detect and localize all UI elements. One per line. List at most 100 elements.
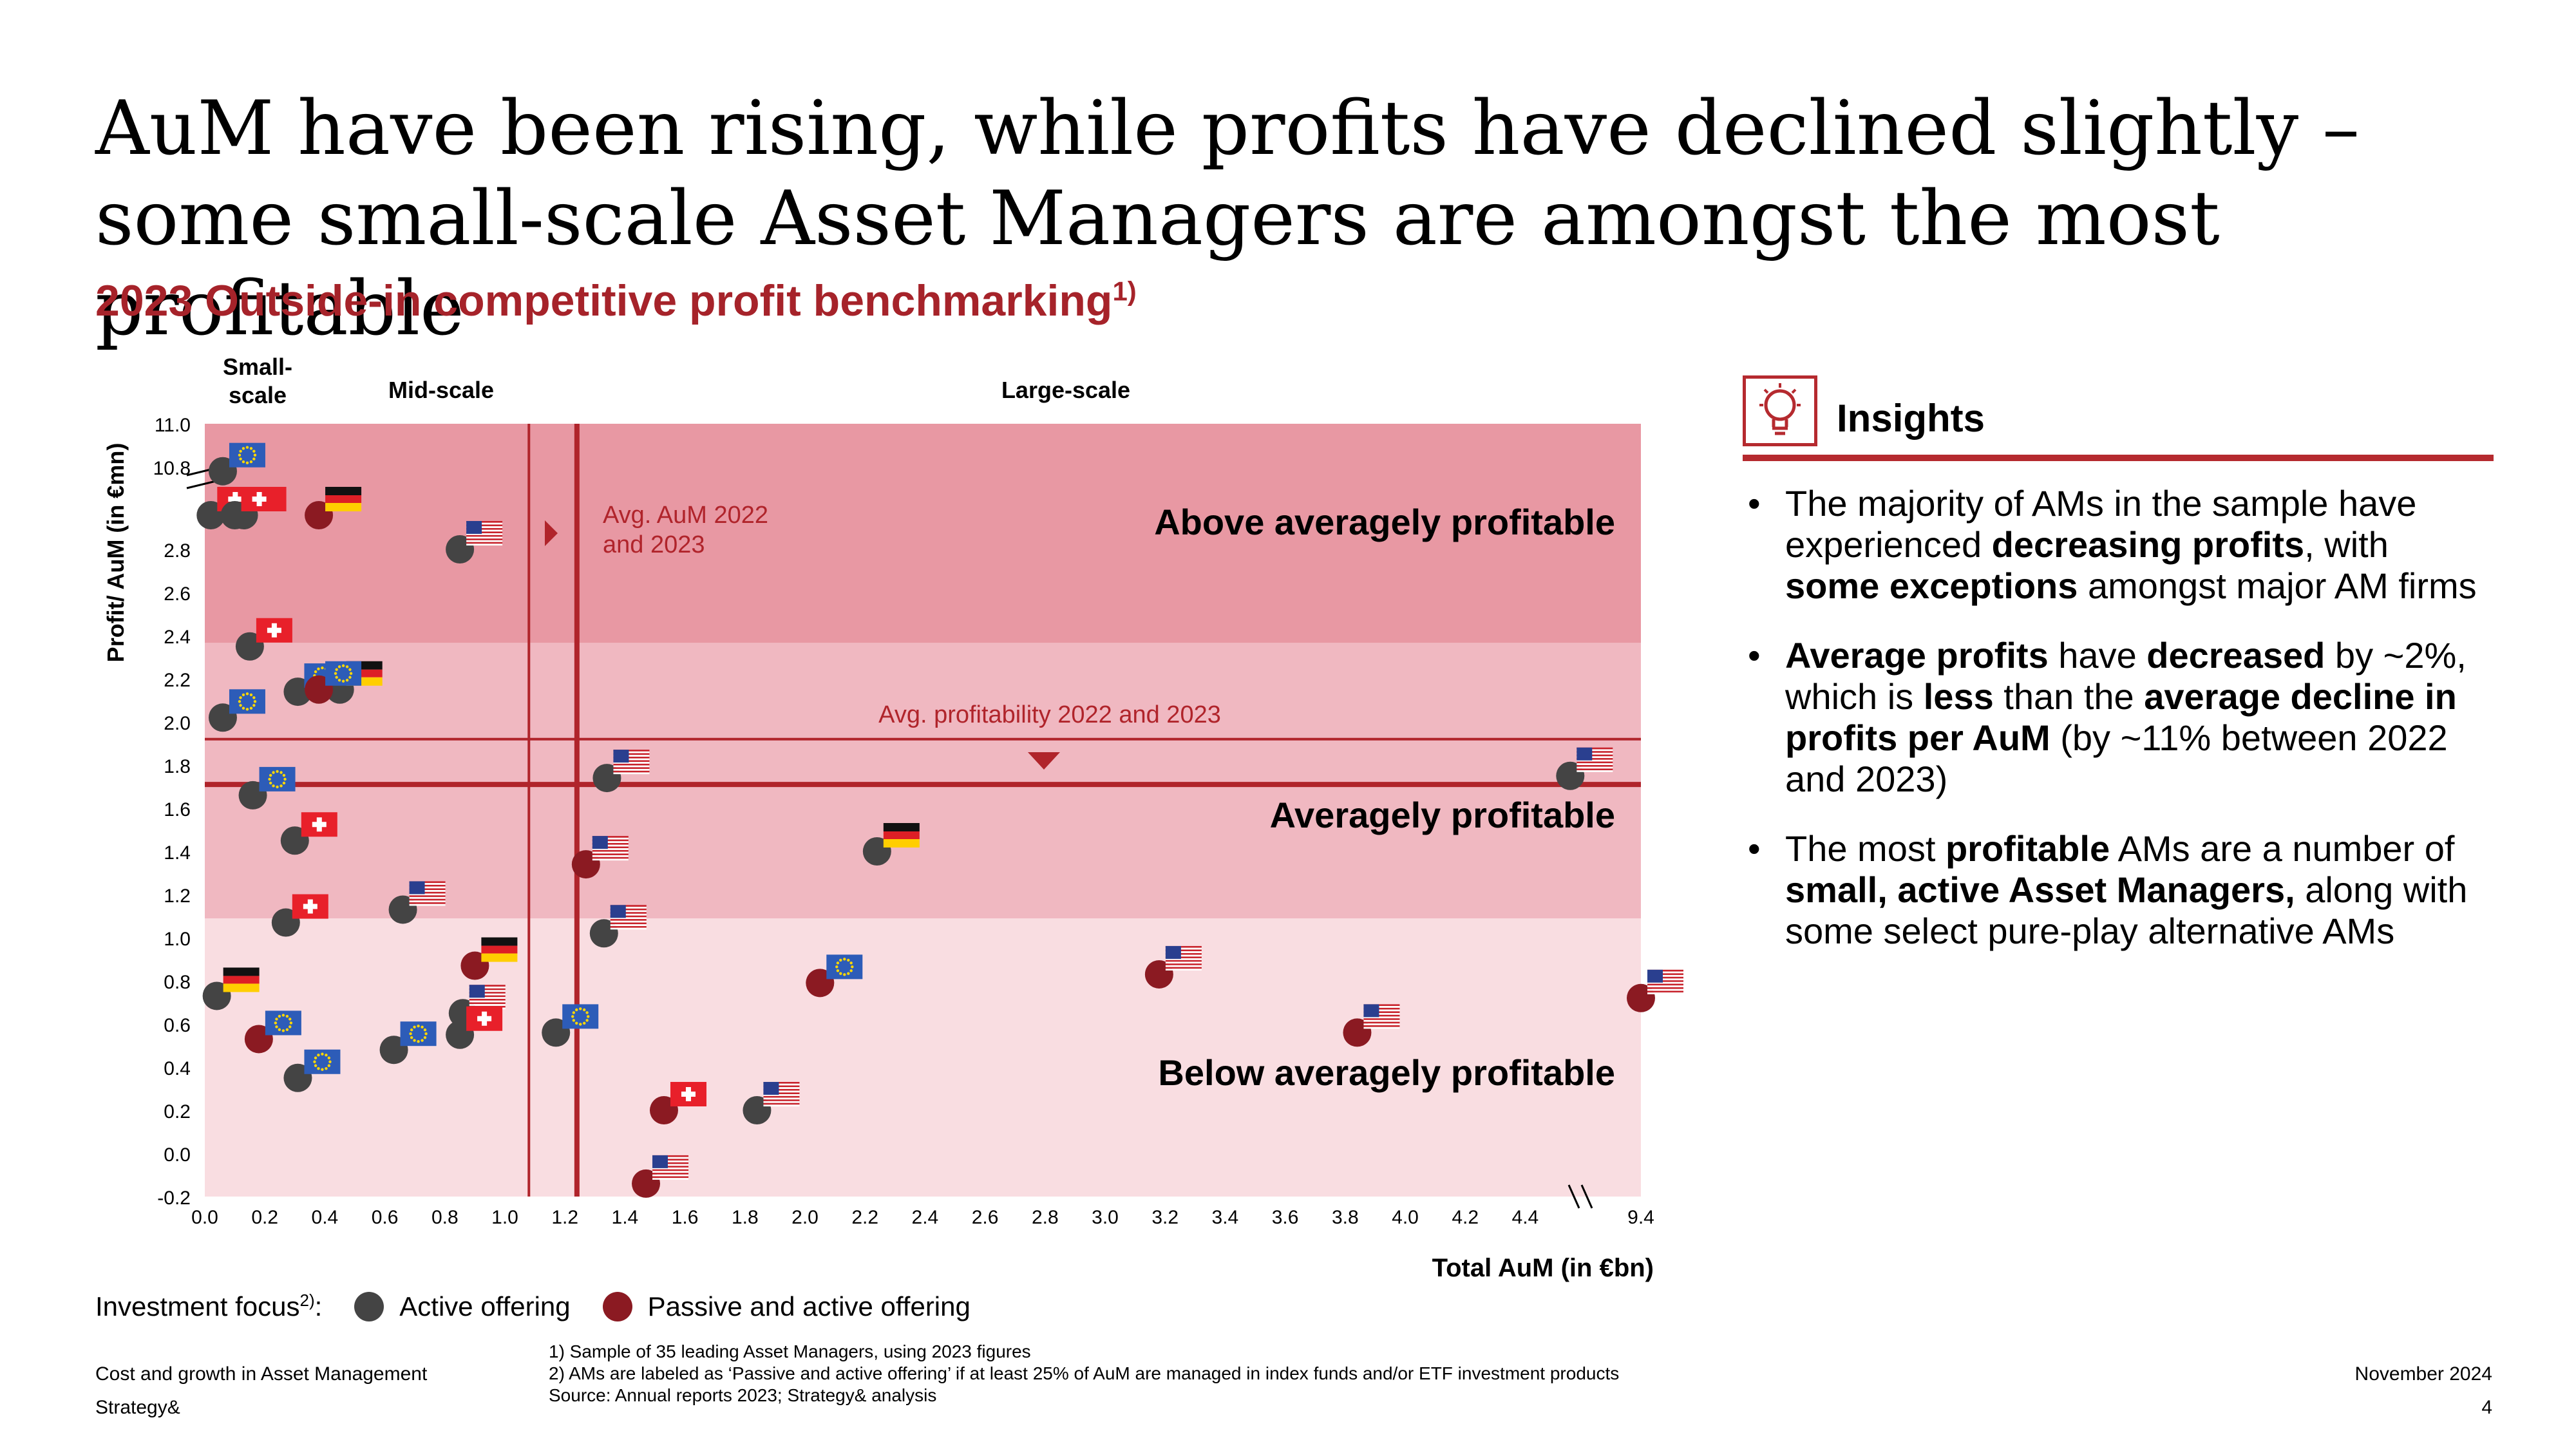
us-flag-icon — [466, 521, 503, 546]
footer-date: November 2024 — [2354, 1363, 2492, 1385]
legend-passive-label: Passive and active offering — [647, 1291, 971, 1321]
eu-flag-icon — [265, 1010, 301, 1036]
insight-bullet: The majority of AMs in the sample have e… — [1745, 483, 2492, 607]
ch-flag-icon — [301, 812, 337, 837]
y-tick-label: 10.8 — [153, 458, 191, 479]
scale-band-label: Mid-scale — [388, 377, 494, 403]
x-tick-label: 2.2 — [851, 1207, 878, 1228]
x-tick-label: 0.8 — [431, 1207, 459, 1228]
avg-profit-label: Avg. profitability 2022 and 2023 — [878, 701, 1221, 728]
y-tick-label: 2.8 — [164, 540, 191, 562]
ch-flag-icon — [256, 618, 292, 643]
us-flag-icon — [1577, 747, 1613, 772]
x-tick-label: 3.6 — [1272, 1207, 1299, 1228]
insights-list: The majority of AMs in the sample have e… — [1745, 483, 2492, 980]
y-tick-label: 2.6 — [164, 583, 191, 605]
x-tick-label: 0.4 — [312, 1207, 339, 1228]
de-flag-icon — [325, 487, 362, 511]
us-flag-icon — [1165, 945, 1202, 971]
us-flag-icon — [1647, 969, 1683, 994]
ch-flag-icon — [466, 1006, 503, 1031]
x-tick-label: 9.4 — [1627, 1207, 1654, 1228]
footer-report-name: Cost and growth in Asset Management — [95, 1363, 428, 1385]
footnote-2: 2) AMs are labeled as ‘Passive and activ… — [549, 1363, 1620, 1383]
legend-active-label: Active offering — [399, 1291, 571, 1321]
profit-benchmark-chart: Above averagely profitable Averagely prof… — [102, 354, 1683, 1282]
x-tick-label: 4.2 — [1452, 1207, 1479, 1228]
x-tick-label: 3.8 — [1332, 1207, 1359, 1228]
avg-aum-label: Avg. AuM 2022 and 2023 — [603, 502, 768, 558]
insights-divider — [1743, 455, 2494, 461]
x-tick-label: 3.4 — [1212, 1207, 1239, 1228]
footnotes: 1) Sample of 35 leading Asset Managers, … — [549, 1341, 1619, 1406]
y-tick-label: 1.8 — [164, 756, 191, 777]
page-number: 4 — [2481, 1397, 2492, 1418]
x-tick-label: 2.8 — [1032, 1207, 1059, 1228]
x-tick-label: 4.0 — [1392, 1207, 1419, 1228]
legend-label: Investment focus2): — [95, 1291, 323, 1321]
legend-active-marker — [354, 1291, 384, 1321]
insight-bullet: The most profitable AMs are a number of … — [1745, 828, 2492, 952]
ch-flag-icon — [292, 894, 328, 919]
us-flag-icon — [763, 1082, 800, 1107]
y-tick-label: 1.4 — [164, 842, 191, 864]
x-tick-label: 1.4 — [612, 1207, 639, 1228]
us-flag-icon — [469, 985, 506, 1010]
eu-flag-icon — [259, 766, 296, 791]
x-tick-label: 3.0 — [1092, 1207, 1119, 1228]
insight-bullet: Average profits have decreased by ~2%, w… — [1745, 635, 2492, 800]
chart-legend: Investment focus2): Active offering Pass… — [95, 1291, 971, 1322]
y-tick-label: 11.0 — [155, 415, 191, 436]
eu-flag-icon — [562, 1004, 599, 1029]
x-tick-label: 0.2 — [251, 1207, 278, 1228]
avg-aum-arrow-icon — [545, 520, 558, 546]
page-title: AuM have been rising, while profits have… — [95, 85, 2360, 352]
x-tick-label: 2.4 — [912, 1207, 939, 1228]
us-flag-icon — [610, 905, 647, 930]
x-tick-label: 2.6 — [972, 1207, 999, 1228]
scale-band-label: Large-scale — [1001, 377, 1130, 403]
eu-flag-icon — [229, 442, 265, 468]
y-tick-label: 2.2 — [164, 670, 191, 691]
us-flag-icon — [409, 881, 446, 906]
subtitle-footnote-ref: 1) — [1112, 276, 1137, 307]
zone-band — [205, 918, 1641, 1197]
x-tick-label: 1.0 — [491, 1207, 518, 1228]
y-tick-label: 1.2 — [164, 886, 191, 907]
insights-heading: Insights — [1837, 397, 1985, 440]
y-tick-label: 0.2 — [164, 1101, 191, 1122]
chart-subtitle: 2023 Outside-in competitive profit bench… — [95, 276, 1137, 326]
footer-right: November 2024 4 — [2355, 1358, 2492, 1425]
y-tick-label: 1.6 — [164, 799, 191, 820]
x-tick-label: 0.0 — [191, 1207, 218, 1228]
x-tick-label: 3.2 — [1151, 1207, 1179, 1228]
us-flag-icon — [592, 836, 629, 861]
legend-passive-marker — [602, 1291, 632, 1321]
x-axis-title: Total AuM (in €bn) — [1432, 1254, 1654, 1282]
footer-brand: Strategy& — [95, 1397, 180, 1418]
eu-flag-icon — [400, 1021, 437, 1046]
de-flag-icon — [223, 967, 260, 992]
us-flag-icon — [613, 750, 650, 775]
x-axis-break-mark — [1567, 1184, 1593, 1209]
source-note: Source: Annual reports 2023; Strategy& a… — [549, 1385, 937, 1405]
eu-flag-icon — [229, 689, 265, 714]
x-tick-label: 0.6 — [372, 1207, 399, 1228]
eu-flag-icon — [304, 1049, 341, 1074]
zone-band — [205, 424, 1641, 643]
subtitle-text: 2023 Outside-in competitive profit bench… — [95, 276, 1113, 325]
avg-profit-arrow-icon — [1028, 752, 1060, 770]
y-tick-label: 2.0 — [164, 713, 191, 734]
zone-label: Averagely profitable — [1270, 795, 1615, 835]
ch-flag-icon — [241, 487, 278, 511]
scale-band-label: Small-scale — [223, 354, 292, 408]
x-tick-label: 1.6 — [672, 1207, 699, 1228]
x-tick-label: 1.8 — [732, 1207, 759, 1228]
zone-label: Above averagely profitable — [1154, 502, 1615, 542]
us-flag-icon — [652, 1155, 689, 1180]
y-axis-title: Profit/ AuM (in €mn) — [102, 443, 129, 663]
de-flag-icon — [481, 937, 518, 962]
y-tick-label: 0.8 — [164, 972, 191, 993]
x-tick-label: 1.2 — [551, 1207, 578, 1228]
us-flag-icon — [1363, 1004, 1400, 1029]
